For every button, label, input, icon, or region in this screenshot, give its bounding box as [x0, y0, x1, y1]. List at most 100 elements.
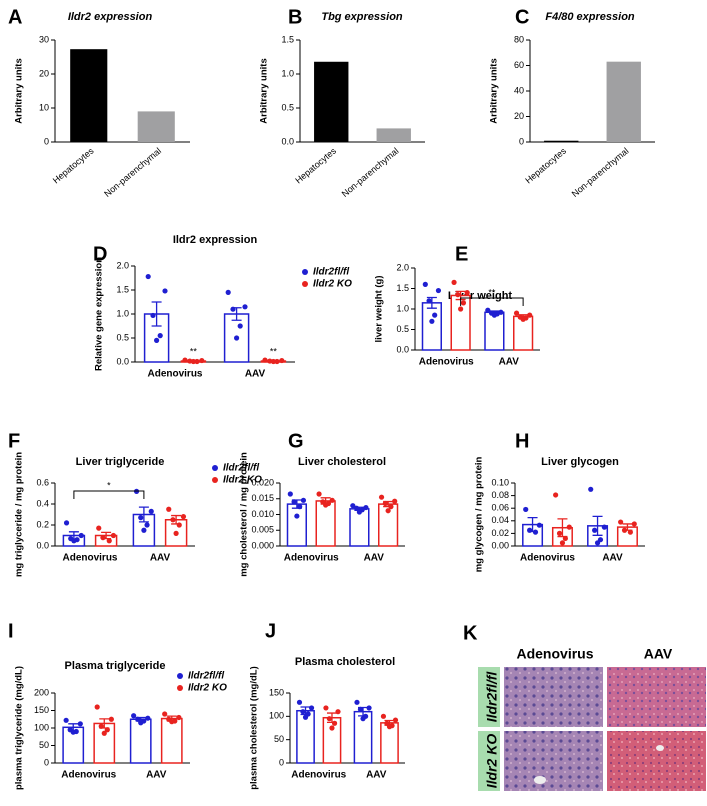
data-point — [71, 538, 77, 544]
y-tick-label: 0.5 — [116, 332, 129, 342]
data-point — [300, 497, 307, 503]
data-point — [176, 522, 182, 528]
y-tick-label: 0.6 — [36, 477, 49, 487]
y-tick-label: 20 — [39, 68, 49, 78]
data-point — [77, 721, 83, 727]
data-point — [225, 289, 231, 295]
data-point — [562, 535, 568, 542]
data-point — [148, 508, 154, 514]
data-point — [96, 525, 102, 531]
y-axis-label: Relative gene expression — [94, 257, 105, 371]
legend-marker — [212, 465, 218, 471]
data-point — [94, 704, 100, 710]
data-point — [162, 711, 168, 717]
x-tick-label: Hepatocytes — [293, 145, 338, 185]
data-point — [106, 538, 112, 544]
x-tick-label: Adenovirus — [147, 369, 202, 380]
data-point — [513, 310, 520, 316]
data-point — [329, 497, 335, 503]
data-point — [335, 709, 341, 715]
panel-letter: G — [288, 430, 304, 452]
data-point — [527, 312, 533, 318]
y-tick-label: 0 — [279, 757, 284, 767]
error-bar — [138, 506, 149, 523]
data-point — [182, 357, 188, 363]
data-point — [357, 706, 364, 712]
bar — [129, 718, 152, 764]
y-tick-label: 80 — [514, 34, 524, 44]
data-point — [157, 333, 163, 339]
y-axis-label: Arbitrary units — [14, 58, 25, 123]
bar — [322, 716, 342, 764]
histology-image — [504, 667, 603, 727]
y-tick-label: 0.015 — [251, 493, 274, 503]
panel-letter: C — [515, 6, 529, 28]
x-tick-label: AAV — [245, 369, 266, 380]
y-axis-label: mg glycogen / mg protein — [474, 457, 485, 573]
data-point — [392, 498, 398, 504]
y-axis-label: plasma cholesterol (mg/dL) — [249, 666, 260, 790]
panel-k: K Adenovirus AAV Ildr2fl/fl Ildr2 KO — [463, 622, 706, 791]
y-tick-label: 1.0 — [396, 303, 409, 313]
data-point — [429, 318, 435, 324]
row-label-box — [478, 731, 500, 791]
data-point — [329, 725, 335, 731]
x-tick-label: Adenovirus — [61, 770, 116, 781]
data-point — [145, 273, 151, 280]
y-tick-label: 0.020 — [251, 477, 274, 487]
bar — [544, 140, 579, 142]
panel-letter: A — [8, 6, 22, 28]
y-tick-label: 30 — [39, 34, 49, 44]
data-point — [354, 699, 360, 705]
x-tick-label: Hepatocytes — [51, 145, 96, 185]
significance: * — [107, 480, 111, 490]
x-tick-label: AAV — [499, 357, 520, 368]
y-tick-label: 0 — [44, 136, 49, 146]
data-point — [326, 716, 332, 722]
y-tick-label: 100 — [269, 711, 284, 721]
data-point — [380, 713, 387, 719]
panel-letter: F — [8, 430, 20, 452]
data-point — [422, 281, 428, 287]
histology-image — [504, 731, 603, 791]
data-point — [432, 312, 438, 318]
data-point — [491, 312, 497, 318]
data-point — [162, 288, 168, 294]
data-point — [108, 716, 114, 722]
error-bar — [426, 296, 437, 309]
x-tick-label: Adenovirus — [291, 770, 346, 781]
x-tick-label: Adenovirus — [62, 553, 117, 564]
histology-image — [607, 731, 706, 791]
y-tick-label: 0.10 — [491, 477, 509, 487]
y-tick-label: 0.0 — [396, 344, 409, 354]
x-tick-label: AAV — [364, 553, 385, 564]
data-point — [386, 724, 393, 730]
data-point — [382, 500, 388, 507]
y-tick-label: 0.00 — [491, 540, 509, 550]
bar — [376, 128, 411, 142]
y-tick-label: 150 — [34, 705, 49, 715]
column-header: AAV — [644, 646, 673, 662]
bar — [93, 722, 116, 764]
column-header: Adenovirus — [516, 646, 593, 662]
data-point — [173, 530, 179, 537]
bar — [421, 302, 442, 351]
error-bar — [592, 515, 603, 536]
data-point — [566, 524, 572, 530]
data-point — [527, 527, 533, 533]
y-tick-label: 10 — [39, 102, 49, 112]
data-point — [523, 506, 529, 513]
data-point — [532, 529, 539, 535]
data-point — [101, 730, 107, 736]
y-tick-label: 40 — [514, 85, 524, 95]
x-tick-label: AAV — [602, 553, 623, 564]
bar — [286, 503, 307, 547]
data-point — [78, 532, 84, 539]
significance-bracket — [460, 297, 524, 306]
vessel — [656, 745, 664, 751]
y-tick-label: 0.2 — [36, 519, 49, 529]
data-point — [460, 300, 467, 306]
data-point — [388, 504, 394, 510]
data-point — [144, 522, 150, 528]
data-point — [176, 714, 182, 721]
